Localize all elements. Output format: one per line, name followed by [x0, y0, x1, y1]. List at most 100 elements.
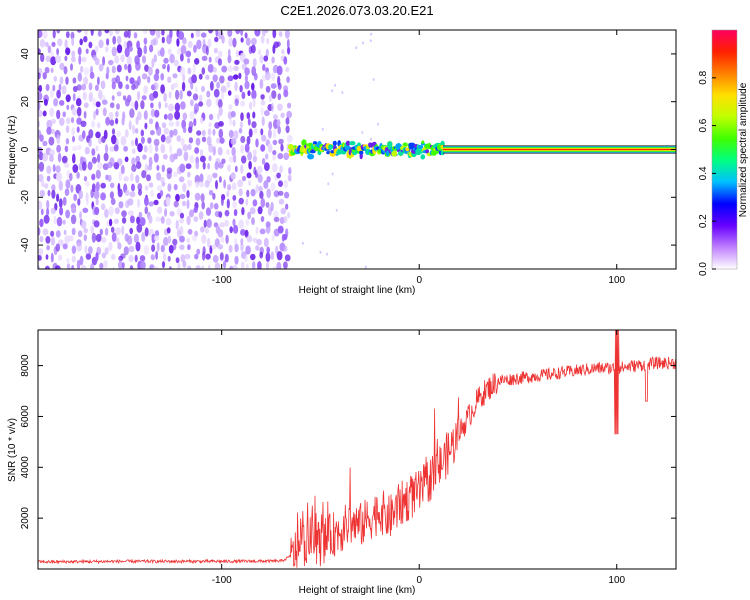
- noise-blob: [233, 209, 238, 217]
- noise-blob: [173, 183, 178, 191]
- noise-blob: [121, 217, 127, 224]
- noise-blob: [76, 117, 82, 125]
- noise-blob: [218, 211, 223, 218]
- noise-blob: [148, 201, 154, 207]
- noise-blob: [140, 100, 145, 110]
- noise-blob: [252, 155, 258, 163]
- noise-blob: [166, 34, 172, 45]
- noise-blob: [42, 30, 48, 39]
- noise-blob: [120, 253, 126, 259]
- noise-blob: [63, 162, 70, 168]
- noise-blob: [50, 89, 54, 99]
- noise-blob: [56, 144, 61, 153]
- noise-blob: [78, 55, 82, 65]
- noise-blob: [116, 91, 122, 97]
- noise-blob: [116, 64, 122, 73]
- noise-blob: [38, 248, 44, 256]
- noise-blob: [204, 227, 210, 234]
- noise-blob: [265, 153, 269, 160]
- noise-blob: [103, 260, 108, 269]
- noise-blob: [151, 58, 155, 68]
- noise-blob: [161, 36, 165, 44]
- noise-blob: [219, 137, 225, 144]
- noise-blob: [264, 110, 270, 117]
- noise-blob: [248, 128, 253, 138]
- noise-blob: [65, 179, 71, 189]
- noise-blob: [283, 152, 290, 161]
- noise-blob: [229, 226, 233, 234]
- noise-blob: [187, 179, 193, 187]
- noise-blob: [173, 82, 179, 88]
- noise-blob: [212, 67, 217, 73]
- noise-blob: [232, 74, 239, 80]
- noise-blob: [73, 193, 78, 202]
- noise-blob: [246, 112, 251, 120]
- noise-blob: [38, 72, 41, 80]
- noise-blob: [95, 198, 99, 206]
- noise-blob: [190, 99, 194, 107]
- noise-blob: [108, 205, 114, 216]
- noise-blob: [131, 124, 136, 135]
- noise-blob: [277, 82, 282, 90]
- noise-blob: [150, 189, 155, 198]
- noise-blob: [271, 234, 275, 241]
- noise-blob: [172, 73, 178, 79]
- noise-blob: [38, 255, 42, 261]
- noise-blob: [175, 193, 180, 202]
- noise-blob: [163, 153, 168, 160]
- noise-blob: [232, 119, 236, 127]
- noise-blob: [240, 112, 244, 121]
- noise-blob: [159, 190, 164, 197]
- noise-blob: [241, 155, 247, 164]
- noise-blob: [182, 37, 187, 45]
- noise-blob: [131, 148, 136, 155]
- noise-blob: [76, 242, 82, 252]
- noise-blob: [44, 66, 50, 74]
- noise-blob: [160, 73, 165, 81]
- noise-blob: [59, 76, 64, 85]
- noise-blob: [241, 207, 245, 216]
- spectrogram-ytick-label: -40: [20, 237, 31, 252]
- noise-blob: [217, 58, 223, 66]
- noise-blob: [258, 185, 263, 192]
- noise-blob: [179, 163, 186, 173]
- noise-blob: [138, 189, 142, 196]
- noise-blob: [270, 201, 274, 212]
- noise-blob: [153, 235, 160, 242]
- noise-blob: [247, 118, 251, 126]
- snr-xtick-label: 0: [416, 575, 422, 586]
- noise-blob: [260, 34, 265, 44]
- noise-blob: [217, 244, 224, 250]
- noise-blob: [246, 135, 251, 145]
- noise-blob: [142, 30, 148, 35]
- noise-blob: [123, 176, 130, 182]
- noise-blob: [265, 85, 271, 93]
- noise-blob: [220, 92, 225, 100]
- noise-blob: [277, 190, 284, 196]
- noise-blob: [169, 129, 174, 138]
- noise-blob: [98, 137, 103, 145]
- noise-blob: [233, 130, 239, 140]
- noise-blob: [70, 117, 75, 124]
- noise-blob: [238, 188, 243, 196]
- noise-blob: [129, 77, 135, 85]
- noise-blob: [191, 74, 198, 84]
- noise-blob: [205, 207, 212, 216]
- noise-blob: [246, 172, 252, 179]
- noise-blob: [201, 136, 207, 143]
- noise-blob: [262, 64, 266, 71]
- noise-blob: [201, 55, 208, 61]
- noise-blob: [234, 81, 238, 92]
- noise-blob: [144, 185, 149, 191]
- noise-blob: [212, 146, 216, 156]
- noise-blob: [133, 233, 139, 244]
- noise-blob: [268, 121, 273, 130]
- sparse-dot: [355, 46, 358, 50]
- noise-blob: [56, 89, 61, 99]
- noise-blob: [148, 118, 154, 125]
- noise-blob: [209, 202, 214, 210]
- noise-blob: [141, 95, 147, 101]
- noise-blob: [260, 128, 264, 136]
- noise-blob: [235, 30, 241, 35]
- noise-blob: [221, 35, 225, 44]
